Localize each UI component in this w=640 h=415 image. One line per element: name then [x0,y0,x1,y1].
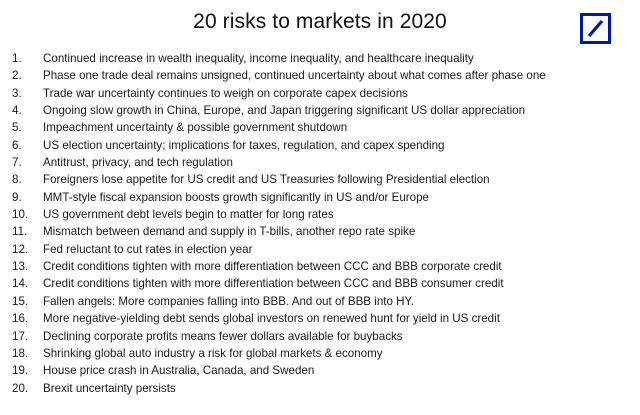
risk-text: Antitrust, privacy, and tech regulation [43,156,233,170]
risk-text: Credit conditions tighten with more diff… [43,260,502,274]
risk-item: 10. US government debt levels begin to ma… [0,206,640,223]
risk-number: 19. [12,364,29,378]
risk-number: 18. [12,346,29,360]
risk-number: 4. [12,104,22,118]
risk-number: 7. [12,156,22,170]
risk-number: 5. [12,121,22,135]
risk-item: 18. Shrinking global auto industry a risk… [0,345,640,362]
risk-number: 20. [12,381,29,395]
risk-number: 12. [12,242,29,256]
risk-text: Mismatch between demand and supply in T-… [43,225,416,239]
risk-number: 6. [12,138,22,152]
risk-number: 1. [12,52,22,65]
risk-text: Impeachment uncertainty & possible gover… [43,121,348,135]
risk-text: Continued increase in wealth inequality,… [43,52,474,65]
risk-text: Fallen angels: More companies falling in… [43,294,414,308]
risk-text: Brexit uncertainty persists [43,381,176,395]
risk-number: 17. [12,329,29,343]
risk-item: 11. Mismatch between demand and supply in… [0,223,640,240]
risk-item: 15. Fallen angels: More companies falling… [0,293,640,310]
risk-text: Foreigners lose appetite for US credit a… [43,173,490,187]
risk-text: Fed reluctant to cut rates in election y… [43,242,253,256]
risk-item: 20. Brexit uncertainty persists [0,380,640,397]
risk-text: Ongoing slow growth in China, Europe, an… [43,104,526,118]
risk-number: 10. [12,208,29,222]
risk-list: 1. Continued increase in wealth inequalit… [0,50,640,397]
risk-item: 17. Declining corporate profits means few… [0,328,640,345]
risk-item: 2. Phase one trade deal remains unsigned,… [0,67,640,84]
page-title: 20 risks to markets in 2020 [193,10,447,33]
risk-number: 8. [12,173,22,187]
risk-text: House price crash in Australia, Canada, … [43,364,315,378]
risk-text: MMT-style fiscal expansion boosts growth… [43,190,429,204]
risk-item: 13. Credit conditions tighten with more d… [0,258,640,275]
risk-item: 7. Antitrust, privacy, and tech regulatio… [0,154,640,171]
risk-item: 9. MMT-style fiscal expansion boosts grow… [0,189,640,206]
risk-item: 5. Impeachment uncertainty & possible gov… [0,119,640,136]
slash-in-square-icon [587,19,604,38]
risk-item: 14. Credit conditions tighten with more d… [0,275,640,292]
risk-item: 4. Ongoing slow growth in China, Europe, … [0,102,640,119]
risk-number: 15. [12,294,29,308]
risk-number: 14. [12,277,29,291]
risk-text: Declining corporate profits means fewer … [43,329,403,343]
risk-item: 16. More negative-yielding debt sends glo… [0,310,640,327]
risk-item: 12. Fed reluctant to cut rates in electio… [0,241,640,258]
risk-number: 3. [12,86,22,100]
risk-item: 8. Foreigners lose appetite for US credit… [0,171,640,188]
risk-text: Shrinking global auto industry a risk fo… [43,346,383,360]
risk-number: 9. [12,190,22,204]
risk-number: 11. [12,225,28,239]
risk-text: US government debt levels begin to matte… [43,208,334,222]
risk-number: 2. [12,69,22,83]
risk-text: Credit conditions tighten with more diff… [43,277,504,291]
risk-item: 19. House price crash in Australia, Canad… [0,362,640,379]
risk-item: 3. Trade war uncertainty continues to wei… [0,85,640,102]
risk-item: 1. Continued increase in wealth inequalit… [0,50,640,67]
risk-item: 6. US election uncertainty; implications … [0,137,640,154]
risk-text: Trade war uncertainty continues to weigh… [43,86,408,100]
risk-number: 16. [12,312,29,326]
risk-text: US election uncertainty; implications fo… [43,138,445,152]
risk-text: Phase one trade deal remains unsigned, c… [43,69,546,83]
risk-number: 13. [12,260,29,274]
deutsche-bank-logo-icon [580,13,611,44]
risk-text: More negative-yielding debt sends global… [43,312,500,326]
